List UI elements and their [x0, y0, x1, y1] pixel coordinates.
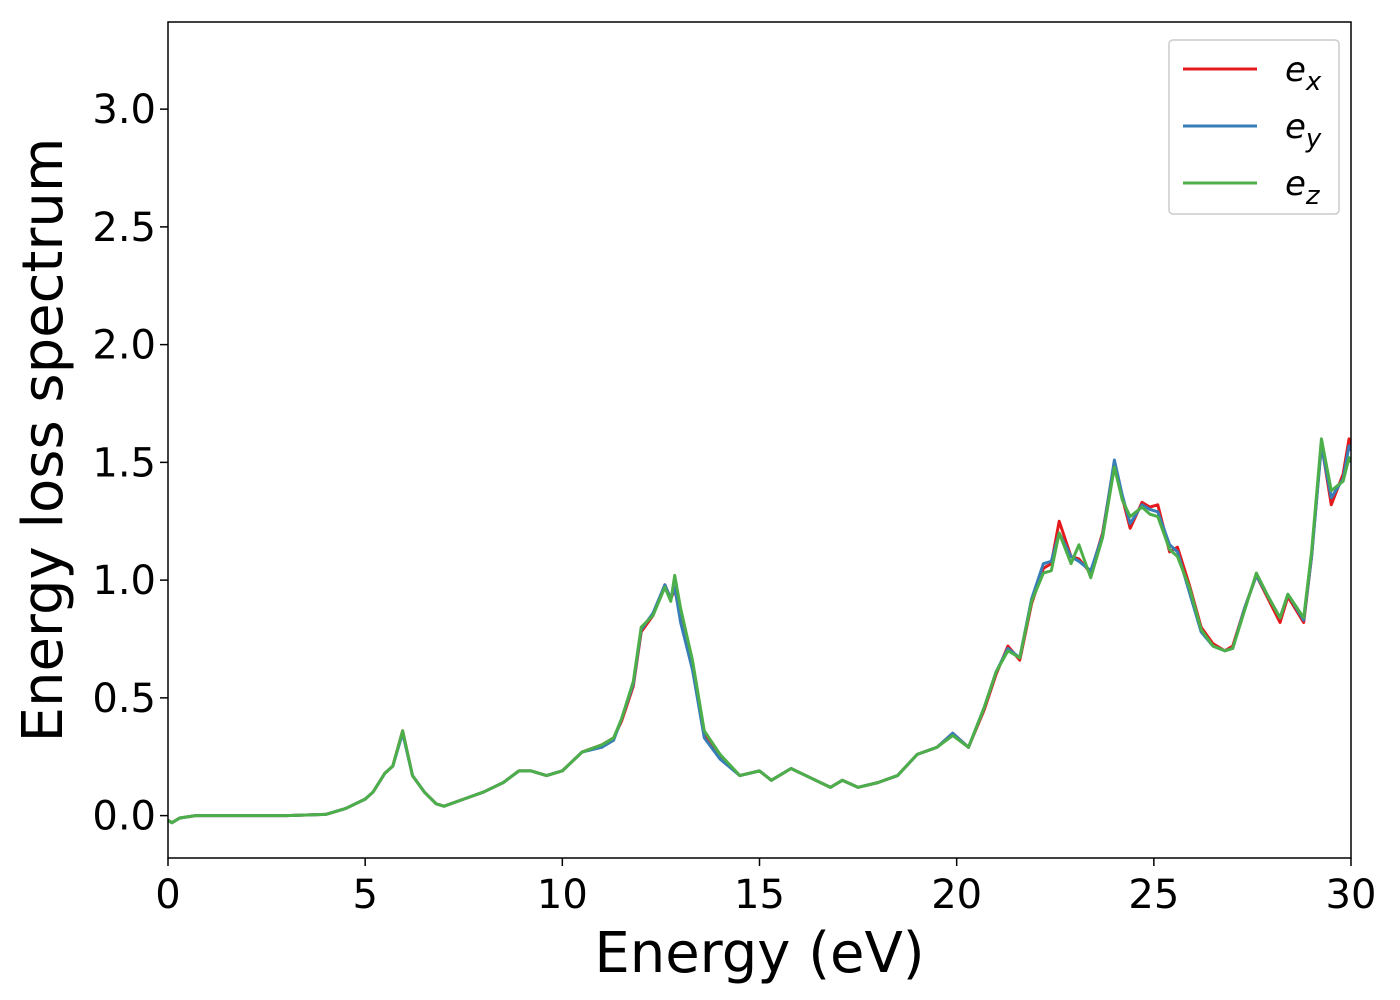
y-tick-label: 1.0 [92, 558, 156, 604]
y-axis-label: Energy loss spectrum [11, 138, 76, 743]
x-tick-label: 30 [1326, 872, 1377, 918]
x-tick-label: 10 [537, 872, 588, 918]
y-tick-label: 2.0 [92, 323, 156, 369]
legend-text: ez [1285, 164, 1321, 211]
series-group [168, 437, 1351, 825]
legend-text: ey [1285, 107, 1322, 154]
plot-frame [167, 21, 1352, 859]
y-tick-label: 1.5 [92, 440, 156, 486]
x-tick-label: 25 [1128, 872, 1179, 918]
x-tick-label: 15 [734, 872, 785, 918]
legend-text: ex [1285, 50, 1322, 97]
y-tick-label: 0.0 [92, 794, 156, 840]
x-tick-label: 0 [155, 872, 180, 918]
data-line [168, 437, 1351, 825]
y-tick-label: 0.5 [92, 676, 156, 722]
y-tick-label: 2.5 [92, 205, 156, 251]
x-tick-label: 5 [352, 872, 377, 918]
y-tick-label: 3.0 [92, 87, 156, 133]
plot-area [168, 22, 1351, 858]
x-tick-label: 20 [931, 872, 982, 918]
x-axis-label: Energy (eV) [594, 921, 924, 986]
